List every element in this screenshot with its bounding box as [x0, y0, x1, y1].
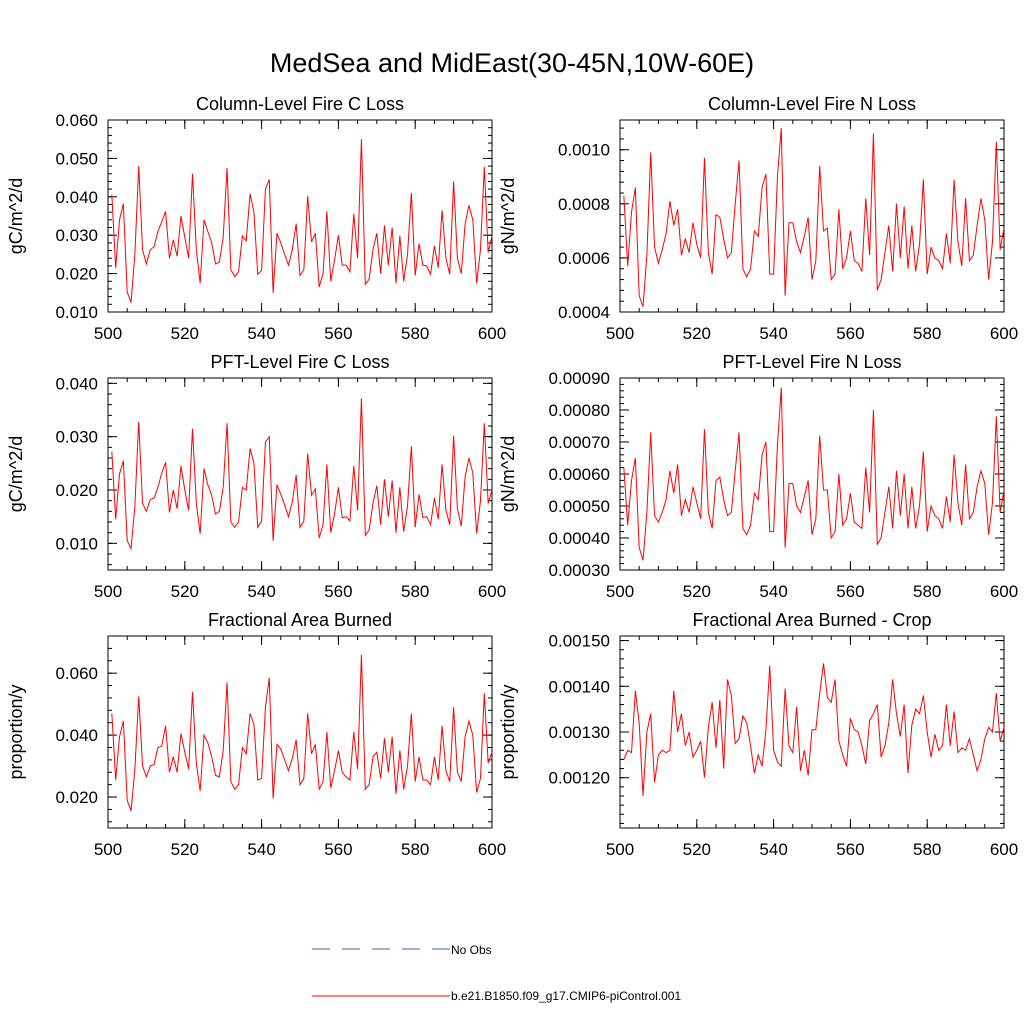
y-tick-label: 0.00130 — [549, 723, 610, 742]
y-tick-label: 0.010 — [55, 303, 98, 322]
x-tick-label: 560 — [836, 840, 864, 859]
y-tick-label: 0.020 — [55, 481, 98, 500]
legend-label-no-obs: No Obs — [451, 943, 492, 957]
x-tick-label: 540 — [759, 324, 787, 343]
chart-panel: Column-Level Fire N Loss 500 520 540 560 580 6… — [498, 94, 1018, 343]
y-axis-label: gN/m^2/d — [498, 178, 518, 254]
y-tick-label: 0.030 — [55, 226, 98, 245]
x-tick-label: 580 — [401, 582, 429, 601]
y-tick-label: 0.0004 — [558, 303, 610, 322]
y-tick-label: 0.040 — [55, 726, 98, 745]
y-tick-label: 0.00140 — [549, 677, 610, 696]
panel-title: Fractional Area Burned - Crop — [692, 610, 931, 630]
series-line — [623, 663, 1005, 797]
y-tick-label: 0.00060 — [549, 465, 610, 484]
x-tick-label: 560 — [836, 582, 864, 601]
panel-title: Column-Level Fire N Loss — [708, 94, 916, 114]
y-tick-label: 0.060 — [55, 111, 98, 130]
x-tick-label: 540 — [759, 582, 787, 601]
x-tick-label: 500 — [606, 840, 634, 859]
y-tick-label: 0.00150 — [549, 632, 610, 651]
y-tick-label: 0.040 — [55, 188, 98, 207]
x-tick-label: 580 — [913, 840, 941, 859]
x-tick-label: 500 — [606, 324, 634, 343]
figure-title: MedSea and MidEast(30-45N,10W-60E) — [270, 48, 754, 78]
x-tick-label: 560 — [324, 840, 352, 859]
x-tick-label: 560 — [324, 582, 352, 601]
x-tick-label: 580 — [913, 324, 941, 343]
y-tick-label: 0.0010 — [558, 141, 610, 160]
x-tick-label: 520 — [171, 840, 199, 859]
y-tick-label: 0.00080 — [549, 401, 610, 420]
y-axis-label: proportion/y — [6, 684, 26, 779]
x-tick-label: 600 — [990, 324, 1018, 343]
y-tick-label: 0.020 — [55, 788, 98, 807]
legend: No Obs b.e21.B1850.f09_g17.CMIP6-piContr… — [312, 943, 681, 1003]
y-tick-label: 0.00090 — [549, 369, 610, 388]
chart-panel: PFT-Level Fire C Loss 500 520 540 560 580 600 0… — [6, 352, 506, 601]
panels-container: Column-Level Fire C Loss 500 520 540 560 580 6… — [6, 94, 1018, 859]
series-line — [111, 398, 493, 551]
x-tick-label: 520 — [683, 324, 711, 343]
x-tick-label: 600 — [990, 840, 1018, 859]
x-tick-label: 520 — [171, 324, 199, 343]
y-tick-label: 0.050 — [55, 149, 98, 168]
y-tick-label: 0.010 — [55, 534, 98, 553]
x-tick-label: 560 — [324, 324, 352, 343]
y-tick-label: 0.040 — [55, 374, 98, 393]
x-tick-label: 560 — [836, 324, 864, 343]
chart-panel: Column-Level Fire C Loss 500 520 540 560 580 6… — [6, 94, 506, 343]
y-tick-label: 0.00040 — [549, 529, 610, 548]
y-tick-label: 0.060 — [55, 664, 98, 683]
x-tick-label: 500 — [94, 582, 122, 601]
chart-panel: PFT-Level Fire N Loss 500 520 540 560 580 600 0… — [498, 352, 1018, 601]
y-tick-label: 0.0006 — [558, 249, 610, 268]
plot-frame — [107, 377, 493, 571]
y-axis-label: gC/m^2/d — [6, 436, 26, 512]
x-tick-label: 580 — [401, 840, 429, 859]
y-axis-label: proportion/y — [498, 684, 518, 779]
x-tick-label: 520 — [683, 582, 711, 601]
panel-title: Fractional Area Burned — [208, 610, 392, 630]
x-tick-label: 500 — [94, 840, 122, 859]
x-tick-label: 580 — [913, 582, 941, 601]
series-line — [111, 139, 493, 303]
panel-title: Column-Level Fire C Loss — [196, 94, 404, 114]
plot-frame — [619, 119, 1005, 313]
series-line — [111, 654, 493, 812]
y-tick-label: 0.00050 — [549, 497, 610, 516]
y-tick-label: 0.0008 — [558, 195, 610, 214]
series-line — [623, 387, 1005, 561]
x-tick-label: 580 — [401, 324, 429, 343]
plot-frame — [619, 377, 1005, 571]
y-tick-label: 0.00070 — [549, 433, 610, 452]
y-tick-label: 0.030 — [55, 428, 98, 447]
x-tick-label: 600 — [478, 840, 506, 859]
chart-panel: Fractional Area Burned 500 520 540 560 580 600… — [6, 610, 506, 859]
panel-title: PFT-Level Fire C Loss — [210, 352, 389, 372]
x-tick-label: 500 — [606, 582, 634, 601]
x-tick-label: 500 — [94, 324, 122, 343]
series-line — [623, 128, 1005, 307]
plot-frame — [107, 635, 493, 829]
y-axis-label: gC/m^2/d — [6, 178, 26, 254]
y-axis-label: gN/m^2/d — [498, 436, 518, 512]
y-tick-label: 0.00120 — [549, 769, 610, 788]
panel-title: PFT-Level Fire N Loss — [722, 352, 901, 372]
x-tick-label: 600 — [990, 582, 1018, 601]
x-tick-label: 520 — [683, 840, 711, 859]
chart-panel: Fractional Area Burned - Crop 500 520 540 56… — [498, 610, 1018, 859]
y-tick-label: 0.00030 — [549, 561, 610, 580]
x-tick-label: 520 — [171, 582, 199, 601]
legend-label-model: b.e21.B1850.f09_g17.CMIP6-piControl.001 — [451, 989, 681, 1003]
y-tick-label: 0.020 — [55, 265, 98, 284]
x-tick-label: 540 — [759, 840, 787, 859]
x-tick-label: 540 — [247, 840, 275, 859]
x-tick-label: 540 — [247, 582, 275, 601]
x-tick-label: 600 — [478, 582, 506, 601]
x-tick-label: 540 — [247, 324, 275, 343]
x-tick-label: 600 — [478, 324, 506, 343]
